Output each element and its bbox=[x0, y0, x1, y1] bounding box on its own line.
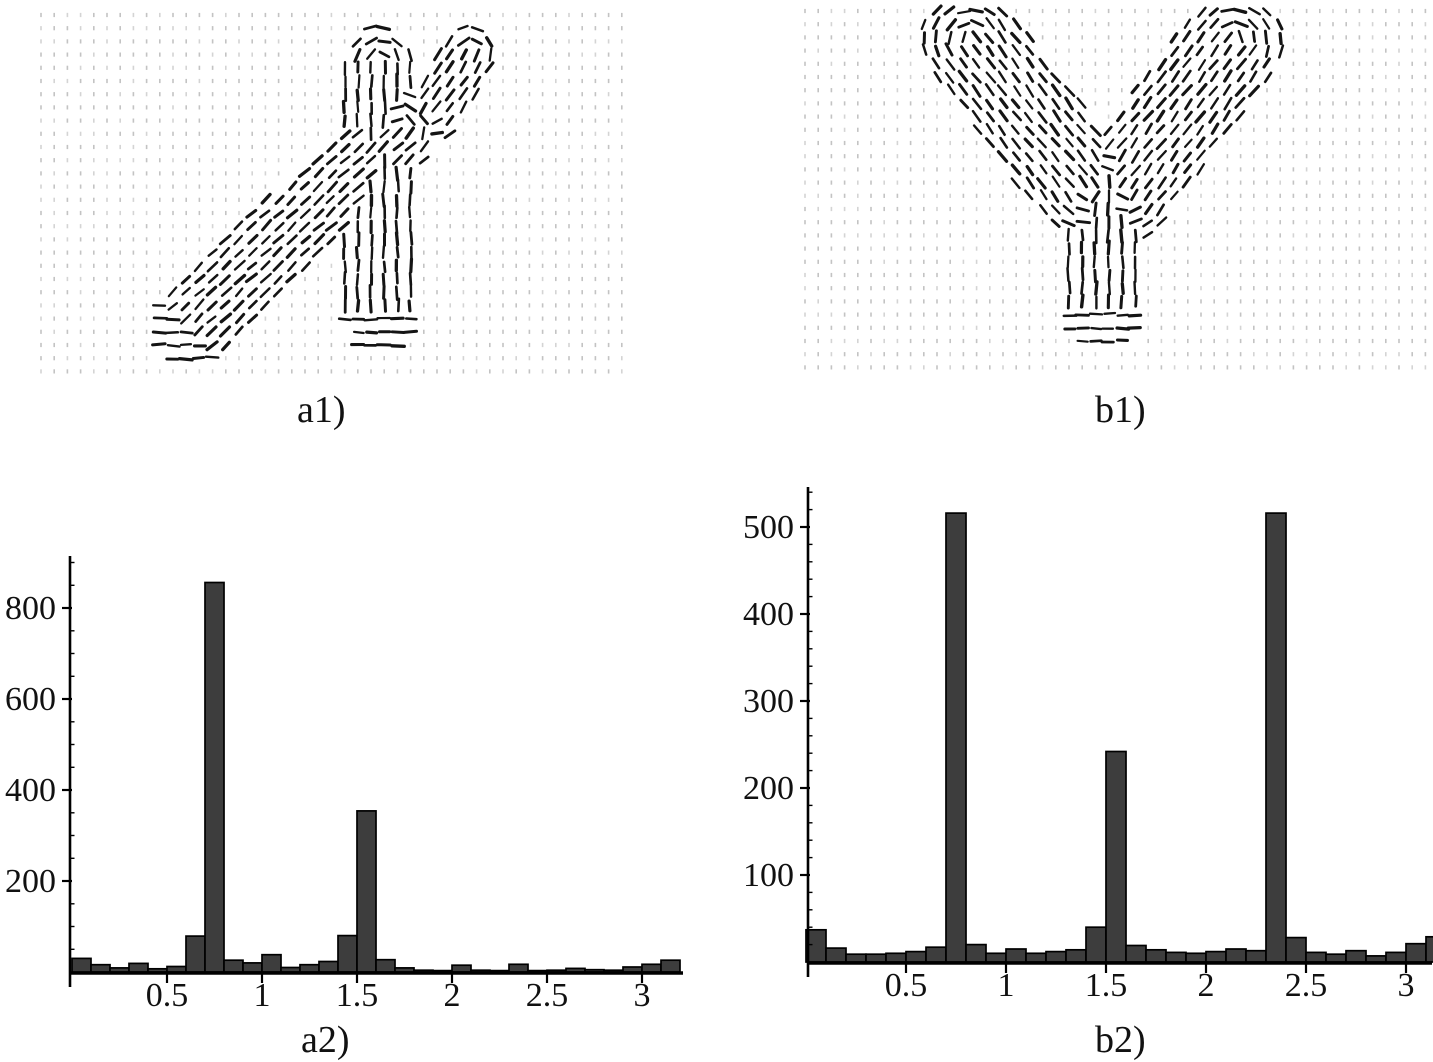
svg-text:1.5: 1.5 bbox=[1085, 967, 1128, 1004]
svg-text:100: 100 bbox=[743, 857, 794, 894]
svg-text:2.5: 2.5 bbox=[526, 977, 569, 1014]
vector-field-b1 bbox=[804, 4, 1427, 370]
svg-text:400: 400 bbox=[5, 772, 56, 809]
panel-label-a2: a2) bbox=[301, 1019, 350, 1061]
svg-text:600: 600 bbox=[5, 681, 56, 718]
histogram-a2: 200 400 600 800 0.5 1 1.5 2 2.5 3 bbox=[5, 556, 683, 1014]
svg-text:800: 800 bbox=[5, 590, 56, 627]
svg-text:200: 200 bbox=[5, 863, 56, 900]
histogram-b2: 100 200 300 400 500 0.5 1 1.5 2 2.5 3 bbox=[743, 487, 1433, 1004]
svg-text:2: 2 bbox=[1198, 967, 1215, 1004]
svg-text:500: 500 bbox=[743, 509, 794, 546]
panel-label-a1: a1) bbox=[297, 389, 346, 431]
svg-text:2.5: 2.5 bbox=[1285, 967, 1328, 1004]
svg-text:3: 3 bbox=[1398, 967, 1415, 1004]
svg-text:1: 1 bbox=[998, 967, 1015, 1004]
svg-text:3: 3 bbox=[634, 977, 651, 1014]
svg-text:300: 300 bbox=[743, 683, 794, 720]
svg-text:400: 400 bbox=[743, 596, 794, 633]
svg-text:1: 1 bbox=[254, 977, 271, 1014]
svg-text:2: 2 bbox=[444, 977, 461, 1014]
svg-text:1.5: 1.5 bbox=[336, 977, 379, 1014]
svg-text:200: 200 bbox=[743, 770, 794, 807]
panel-label-b2: b2) bbox=[1095, 1019, 1146, 1061]
svg-text:0.5: 0.5 bbox=[885, 967, 928, 1004]
panel-label-b1: b1) bbox=[1095, 389, 1146, 431]
svg-text:0.5: 0.5 bbox=[146, 977, 189, 1014]
vector-field-a1 bbox=[40, 12, 623, 374]
